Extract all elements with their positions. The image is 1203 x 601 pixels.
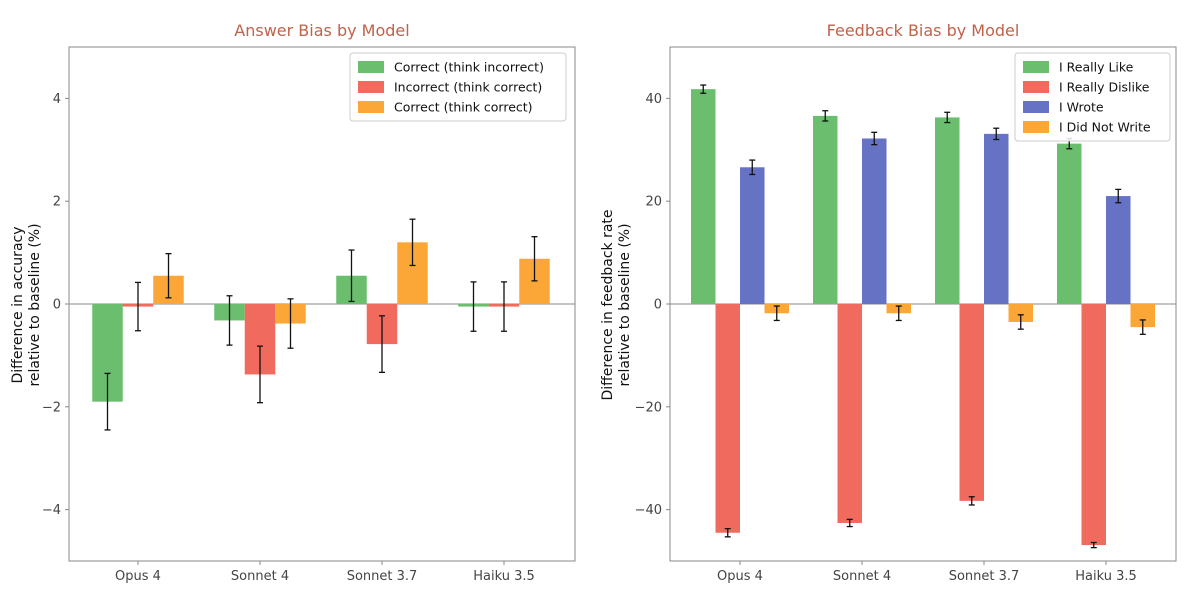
feedback-bar <box>1008 304 1033 322</box>
answer-xtick-label: Opus 4 <box>115 569 161 584</box>
feedback-xtick-label: Sonnet 3.7 <box>949 569 1020 584</box>
feedback-ytick-label: −40 <box>635 503 662 518</box>
answer-ytick-label: 4 <box>53 92 61 107</box>
answer-ytick-label: 0 <box>53 298 61 313</box>
feedback-bar <box>715 304 740 533</box>
feedback-bar <box>862 138 887 304</box>
answer-legend-swatch <box>358 61 384 73</box>
feedback-xtick-label: Haiku 3.5 <box>1075 569 1137 584</box>
feedback-ytick-label: 0 <box>654 298 662 313</box>
feedback-bar <box>837 304 862 523</box>
feedback-ytick-label: 20 <box>645 195 662 210</box>
feedback-bias-title: Feedback Bias by Model <box>827 21 1020 40</box>
answer-legend-swatch <box>358 81 384 93</box>
answer-bias-ylabel-line2: relative to baseline (%) <box>27 223 43 386</box>
feedback-legend-swatch <box>1023 61 1049 73</box>
answer-legend-box <box>349 52 567 122</box>
feedback-bar <box>691 89 716 304</box>
feedback-legend-swatch <box>1023 121 1049 133</box>
answer-legend-swatch <box>358 101 384 113</box>
feedback-ytick-label: 40 <box>645 92 662 107</box>
answer-legend-label: Incorrect (think correct) <box>394 80 542 95</box>
feedback-xtick-label: Sonnet 4 <box>833 569 891 584</box>
answer-ytick-label: −2 <box>42 400 61 415</box>
answer-legend: Correct (think incorrect) Incorrect (thin… <box>349 52 567 122</box>
feedback-bar <box>1081 304 1106 546</box>
feedback-plot-area: 40 20 0 −20 −40 Opus 4 Sonnet 4 Sonnet 3.7 Haiku… <box>635 46 1177 584</box>
feedback-bar <box>1106 196 1131 304</box>
feedback-bias-chart: Feedback Bias by Model Difference in fee… <box>600 21 1019 401</box>
feedback-legend-box <box>1014 52 1171 142</box>
answer-xtick-label: Sonnet 3.7 <box>347 569 418 584</box>
feedback-legend-label: I Did Not Write <box>1059 120 1151 135</box>
feedback-legend-swatch <box>1023 101 1049 113</box>
feedback-legend-label: I Really Like <box>1059 60 1134 75</box>
feedback-bias-ylabel-line1: Difference in feedback rate <box>600 209 616 400</box>
feedback-ytick-label: −20 <box>635 400 662 415</box>
answer-legend-label: Correct (think correct) <box>394 100 533 115</box>
feedback-legend: I Really Like I Really Dislike I Wrote I Di… <box>1014 52 1171 142</box>
answer-ytick-label: −4 <box>42 503 61 518</box>
answer-bias-ylabel-line1: Difference in accuracy <box>10 226 26 383</box>
answer-ytick-label: 2 <box>53 195 61 210</box>
feedback-legend-swatch <box>1023 81 1049 93</box>
answer-bias-chart: Answer Bias by Model Difference in accur… <box>10 21 410 387</box>
feedback-legend-label: I Really Dislike <box>1059 80 1150 95</box>
feedback-bar <box>1130 304 1155 328</box>
feedback-legend-label: I Wrote <box>1059 100 1104 115</box>
feedback-bar <box>959 304 984 501</box>
feedback-bar <box>740 167 765 304</box>
feedback-bar <box>1057 143 1082 304</box>
answer-xtick-label: Sonnet 4 <box>231 569 289 584</box>
answer-xtick-label: Haiku 3.5 <box>473 569 535 584</box>
answer-plot-area: 4 2 0 −2 −4 Opus 4 Sonnet 4 Sonnet 3.7 Haiku 3.5… <box>42 46 576 584</box>
answer-bias-title: Answer Bias by Model <box>234 21 409 40</box>
feedback-bar <box>813 115 838 304</box>
feedback-xtick-label: Opus 4 <box>717 569 763 584</box>
feedback-bar <box>984 133 1009 304</box>
feedback-bias-ylabel-line2: relative to baseline (%) <box>617 223 633 386</box>
answer-legend-label: Correct (think incorrect) <box>394 60 544 75</box>
feedback-bar <box>935 117 960 304</box>
